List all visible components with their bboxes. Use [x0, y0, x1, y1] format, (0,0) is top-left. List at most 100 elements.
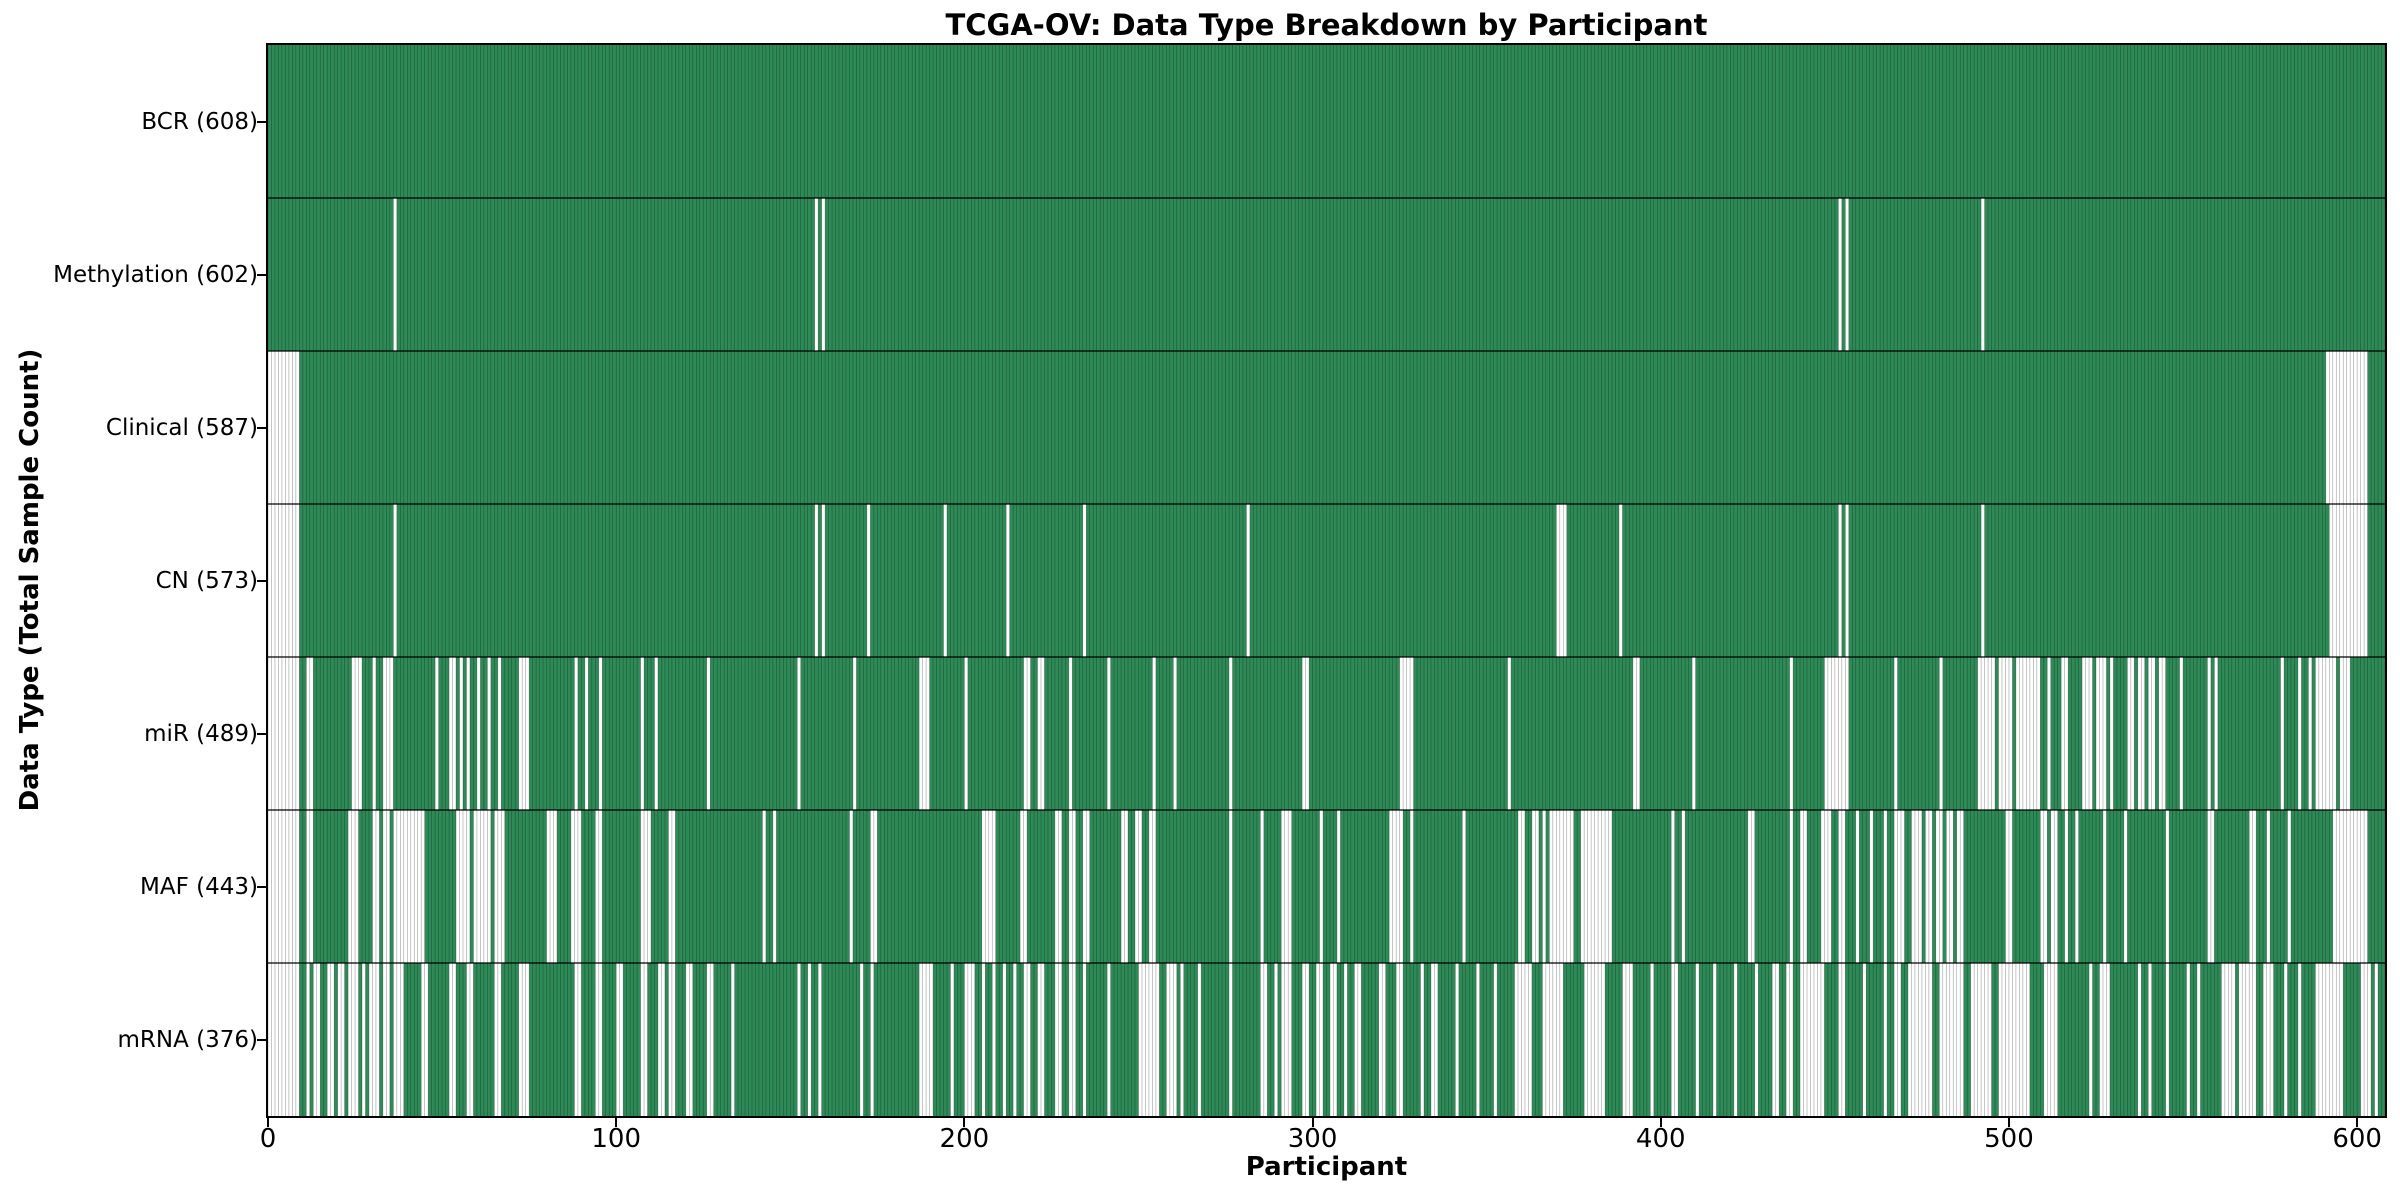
x-tick-mark — [267, 1118, 269, 1127]
absent-block-MAF — [1518, 810, 1525, 963]
absent-block-Methylation — [1838, 198, 1842, 351]
absent-block-miR — [852, 657, 857, 810]
absent-block-mRNA — [1378, 963, 1386, 1116]
absent-block-miR — [1789, 657, 1794, 810]
absent-block-mRNA — [1712, 963, 1717, 1116]
absent-block-miR — [2148, 657, 2156, 810]
absent-block-mRNA — [1733, 963, 1738, 1116]
y-tick-mark — [257, 120, 266, 123]
absent-block-MAF — [1580, 810, 1613, 963]
absent-block-MAF — [382, 810, 390, 963]
absent-block-MAF — [668, 810, 676, 963]
absent-block-MAF — [1121, 810, 1129, 963]
absent-block-mRNA — [2284, 963, 2288, 1116]
absent-block-MAF — [1260, 810, 1264, 963]
absent-block-MAF — [1946, 810, 1954, 963]
absent-block-mRNA — [1584, 963, 1606, 1116]
absent-block-miR — [574, 657, 578, 810]
absent-block-mRNA — [2148, 963, 2152, 1116]
absent-block-mRNA — [1107, 963, 1111, 1116]
absent-block-CN — [268, 504, 300, 657]
absent-block-miR — [2109, 657, 2114, 810]
absent-block-mRNA — [368, 963, 380, 1116]
absent-block-miR — [497, 657, 502, 810]
absent-block-mRNA — [1455, 963, 1459, 1116]
absent-block-miR — [2339, 657, 2351, 810]
absent-block-mRNA — [807, 963, 812, 1116]
absent-block-MAF — [1229, 810, 1233, 963]
absent-block-MAF — [2287, 810, 2291, 963]
y-tick-label-CN: CN (573) — [155, 567, 258, 594]
absent-block-MAF — [772, 810, 777, 963]
row-present-fill-Clinical — [268, 351, 2385, 504]
absent-block-MAF — [268, 810, 300, 963]
absent-block-mRNA — [668, 963, 676, 1116]
absent-block-miR — [1824, 657, 1849, 810]
absent-block-miR — [2047, 657, 2051, 810]
absent-block-mRNA — [2297, 963, 2302, 1116]
absent-block-MAF — [1549, 810, 1574, 963]
absent-block-mRNA — [2374, 963, 2379, 1116]
y-tick-label-MAF: MAF (443) — [140, 873, 258, 900]
absent-block-miR — [476, 657, 481, 810]
x-tick-mark — [2007, 1118, 2010, 1127]
absent-block-miR — [2315, 657, 2337, 810]
absent-block-miR — [2179, 657, 2184, 810]
x-tick-label-400: 400 — [1635, 1124, 1686, 1154]
absent-block-MAF — [1020, 810, 1028, 963]
absent-block-mRNA — [1838, 963, 1846, 1116]
absent-block-MAF — [2207, 810, 2215, 963]
absent-block-MAF — [1531, 810, 1539, 963]
absent-block-miR — [598, 657, 603, 810]
absent-block-MAF — [456, 810, 470, 963]
absent-block-miR — [2158, 657, 2166, 810]
absent-block-mRNA — [348, 963, 359, 1116]
absent-block-mRNA — [1023, 963, 1031, 1116]
absent-block-miR — [584, 657, 589, 810]
y-tick-mark — [257, 579, 266, 582]
absent-block-MAF — [1336, 810, 1341, 963]
absent-block-miR — [1302, 657, 1310, 810]
absent-block-MAF — [2064, 810, 2069, 963]
absent-block-miR — [1107, 657, 1111, 810]
absent-block-mRNA — [950, 963, 954, 1116]
absent-block-MAF — [2102, 810, 2107, 963]
absent-block-MAF — [1135, 810, 1142, 963]
absent-block-mRNA — [466, 963, 474, 1116]
absent-block-Methylation — [1981, 198, 1985, 351]
absent-block-mRNA — [1316, 963, 1324, 1116]
absent-block-mRNA — [1082, 963, 1087, 1116]
row-present-fill-CN — [268, 504, 2385, 657]
absent-block-miR — [435, 657, 439, 810]
absent-block-MAF — [640, 810, 652, 963]
absent-block-miR — [1399, 657, 1414, 810]
absent-block-MAF — [595, 810, 603, 963]
absent-block-MAF — [1389, 810, 1404, 963]
absent-block-mRNA — [1274, 963, 1278, 1116]
absent-block-mRNA — [2360, 963, 2372, 1116]
absent-block-Clinical — [268, 351, 300, 504]
absent-block-mRNA — [574, 963, 582, 1116]
absent-block-mRNA — [1754, 963, 1759, 1116]
absent-block-mRNA — [1671, 963, 1679, 1116]
absent-block-miR — [1023, 657, 1031, 810]
absent-block-miR — [919, 657, 930, 810]
absent-block-mRNA — [1695, 963, 1700, 1116]
bar-edge-hairlines — [268, 45, 2385, 1116]
absent-block-CN — [1618, 504, 1623, 657]
absent-block-MAF — [372, 810, 380, 963]
absent-block-MAF — [1054, 810, 1062, 963]
absent-block-mRNA — [306, 963, 310, 1116]
presence-matrix-svg — [268, 45, 2385, 1116]
absent-block-MAF — [1925, 810, 1933, 963]
absent-block-mRNA — [640, 963, 648, 1116]
plot-area: Present Absent — [266, 43, 2387, 1118]
y-tick-label-miR: miR (489) — [144, 720, 258, 747]
absent-block-miR — [2127, 657, 2135, 810]
absent-block-MAF — [1148, 810, 1156, 963]
absent-block-mRNA — [2186, 963, 2191, 1116]
absent-block-Methylation — [814, 198, 819, 351]
absent-block-CN — [1981, 504, 1985, 657]
absent-block-CN — [943, 504, 947, 657]
